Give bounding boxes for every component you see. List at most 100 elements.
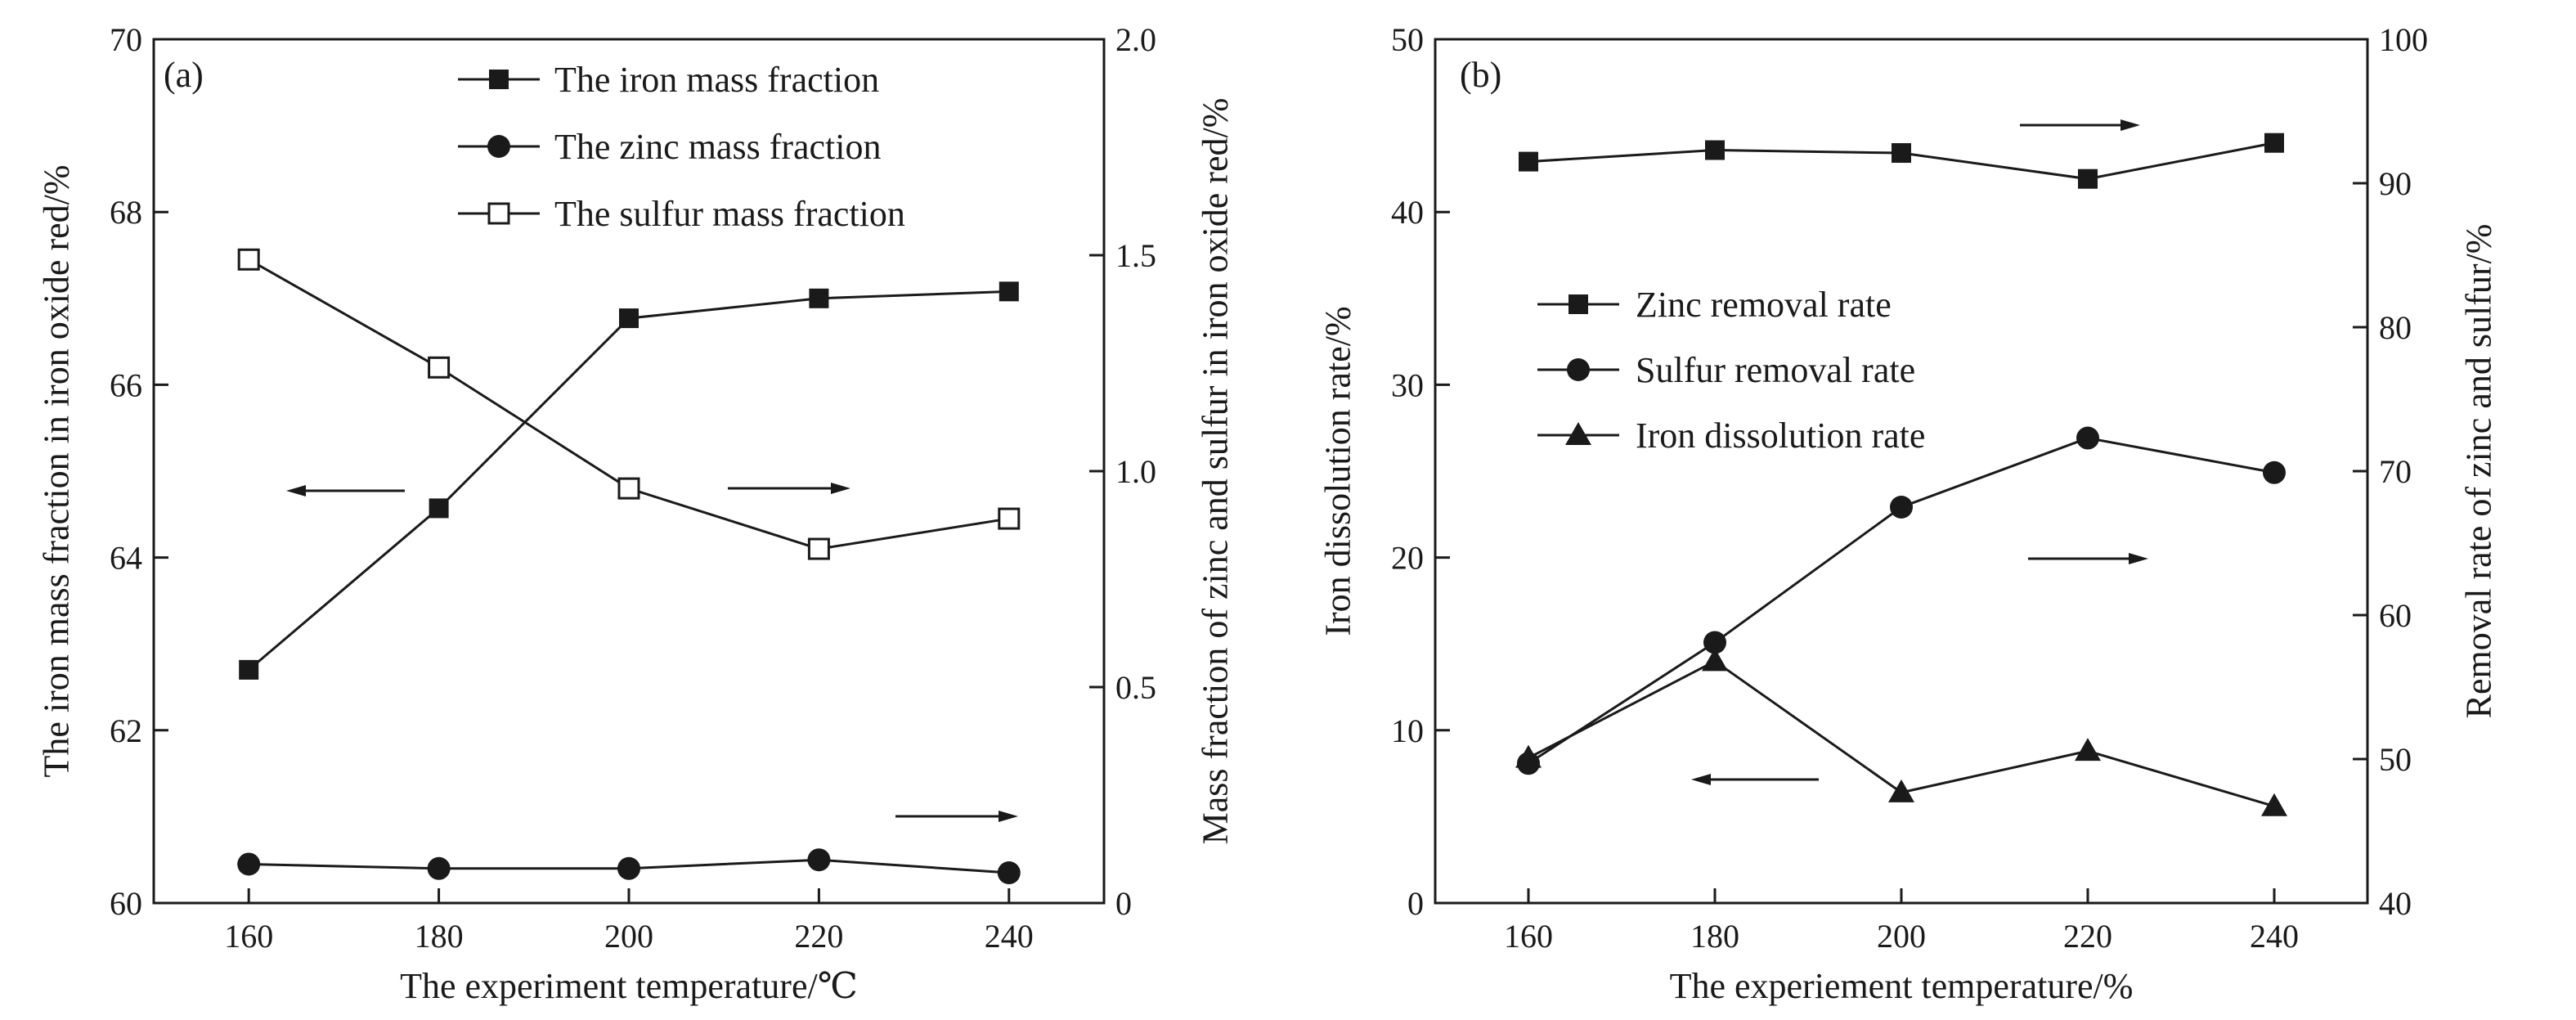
legend: The iron mass fraction The zinc mass frac… — [458, 60, 905, 234]
plot-frame — [1434, 38, 2369, 905]
x-tick-label: 180 — [415, 918, 464, 955]
legend-label: The zinc mass fraction — [554, 127, 882, 167]
x-tick-label: 240 — [2250, 918, 2299, 955]
series-zinc-removal-rate — [1519, 133, 2284, 189]
x-tick-label: 240 — [985, 918, 1034, 955]
series-sulfur-removal-rate — [1517, 426, 2286, 775]
data-point — [237, 248, 260, 271]
chart-panel-b: 160 180 200 220 240 0 10 20 30 40 50 40 50 60 70 80 90 10… — [1317, 21, 2498, 1006]
x-tick-label: 200 — [604, 918, 653, 955]
series-line — [248, 258, 1010, 550]
axis-indicator-arrow — [286, 485, 405, 497]
arrow-head — [831, 483, 850, 494]
axis-indicator-arrow — [2028, 553, 2148, 564]
arrow-head — [1691, 774, 1711, 785]
data-point — [1515, 744, 1542, 768]
axis-indicator-arrow — [2020, 119, 2140, 131]
x-tick-label: 220 — [794, 918, 843, 955]
data-point — [617, 856, 640, 880]
legend-marker — [487, 135, 510, 158]
legend-label: Zinc removal rate — [1636, 285, 1892, 325]
y-right-tick-label: 0 — [1115, 885, 1132, 922]
legend-entry: The zinc mass fraction — [458, 127, 882, 167]
data-point — [617, 477, 640, 500]
data-point — [619, 308, 639, 329]
y-right-tick-label: 80 — [2379, 309, 2412, 346]
panel-label: (b) — [1460, 55, 1501, 95]
data-point — [1705, 140, 1725, 160]
legend-entry: Iron dissolution rate — [1537, 416, 1925, 456]
x-tick-label: 180 — [1690, 918, 1739, 955]
y-left-tick-label: 50 — [1391, 21, 1424, 58]
data-point — [809, 288, 829, 308]
y-right-tick-label: 40 — [2379, 885, 2412, 922]
legend-entry: Sulfur removal rate — [1537, 350, 1915, 390]
y-left-axis-title: Iron dissolution rate/% — [1317, 306, 1358, 636]
data-point — [1892, 143, 1911, 164]
data-point — [2075, 738, 2101, 762]
y-left-tick-label: 40 — [1391, 194, 1424, 231]
series-line — [1528, 436, 2275, 765]
axis-indicator-arrow — [1691, 774, 1819, 785]
x-axis-title: The experiment temperature/℃ — [400, 966, 858, 1006]
y-right-tick-label: 100 — [2379, 21, 2428, 58]
legend-entry: Zinc removal rate — [1537, 285, 1892, 325]
series-the-iron-mass-fraction — [239, 281, 1019, 680]
y-left-tick-label: 66 — [110, 366, 142, 403]
y-right-tick-label: 2.0 — [1115, 21, 1156, 58]
data-point — [239, 659, 259, 680]
data-point — [1702, 648, 1728, 672]
data-point — [999, 281, 1019, 302]
y-left-tick-label: 60 — [110, 885, 142, 922]
legend-label: Sulfur removal rate — [1636, 350, 1915, 390]
data-point — [429, 498, 449, 519]
legend: Zinc removal rate Sulfur removal rate Iron… — [1537, 285, 1925, 456]
y-right-tick-label: 1.0 — [1115, 453, 1156, 490]
x-tick-label: 200 — [1877, 918, 1926, 955]
data-point — [2263, 461, 2286, 484]
chart-panel-a: 160 180 200 220 240 60 62 64 66 68 70 0 0.5 1.0 1.5 2.0… — [36, 21, 1235, 1006]
data-point — [807, 537, 830, 560]
legend-marker — [1565, 422, 1591, 445]
data-point — [2078, 169, 2098, 189]
legend-marker — [489, 70, 509, 89]
data-point — [2264, 133, 2284, 153]
arrow-head — [2129, 553, 2148, 564]
legend-label: The sulfur mass fraction — [554, 194, 905, 234]
data-point — [1890, 496, 1913, 519]
y-right-tick-label: 60 — [2379, 597, 2412, 634]
data-point — [997, 861, 1021, 885]
axis-indicator-arrow — [895, 811, 1018, 822]
y-left-tick-label: 20 — [1391, 540, 1424, 577]
plot-frame — [152, 38, 1106, 905]
data-point — [1703, 631, 1726, 654]
series-the-sulfur-mass-fraction — [237, 248, 1021, 560]
data-point — [998, 507, 1021, 530]
series-the-zinc-mass-fraction — [237, 848, 1021, 885]
legend-label: The iron mass fraction — [554, 60, 879, 100]
arrow-head — [999, 811, 1018, 822]
y-right-tick-label: 70 — [2379, 453, 2412, 490]
series-iron-dissolution-rate — [1515, 648, 2287, 816]
data-point — [2076, 426, 2099, 450]
y-left-tick-label: 70 — [110, 21, 142, 58]
axis-indicator-arrow — [728, 483, 850, 494]
arrow-head — [286, 485, 306, 497]
legend-label: Iron dissolution rate — [1636, 416, 1925, 456]
arrow-head — [2120, 119, 2140, 131]
y-right-tick-label: 1.5 — [1115, 237, 1156, 274]
y-right-tick-label: 50 — [2379, 741, 2412, 778]
x-tick-label: 160 — [1504, 918, 1553, 955]
data-point — [427, 856, 451, 880]
y-left-tick-label: 10 — [1391, 712, 1424, 749]
y-right-axis-title: Mass fraction of zinc and sulfur in iron… — [1195, 98, 1235, 845]
y-right-tick-label: 90 — [2379, 165, 2412, 202]
x-axis-title: The experiement temperature/% — [1670, 966, 2134, 1006]
x-tick-label: 220 — [2063, 918, 2112, 955]
x-tick-label: 160 — [224, 918, 273, 955]
data-point — [1519, 151, 1538, 172]
y-left-axis-title: The iron mass fraction in iron oxide red… — [36, 164, 76, 777]
y-right-axis-title: Removal rate of zinc and sulfur/% — [2458, 224, 2498, 719]
panel-label: (a) — [164, 55, 204, 95]
